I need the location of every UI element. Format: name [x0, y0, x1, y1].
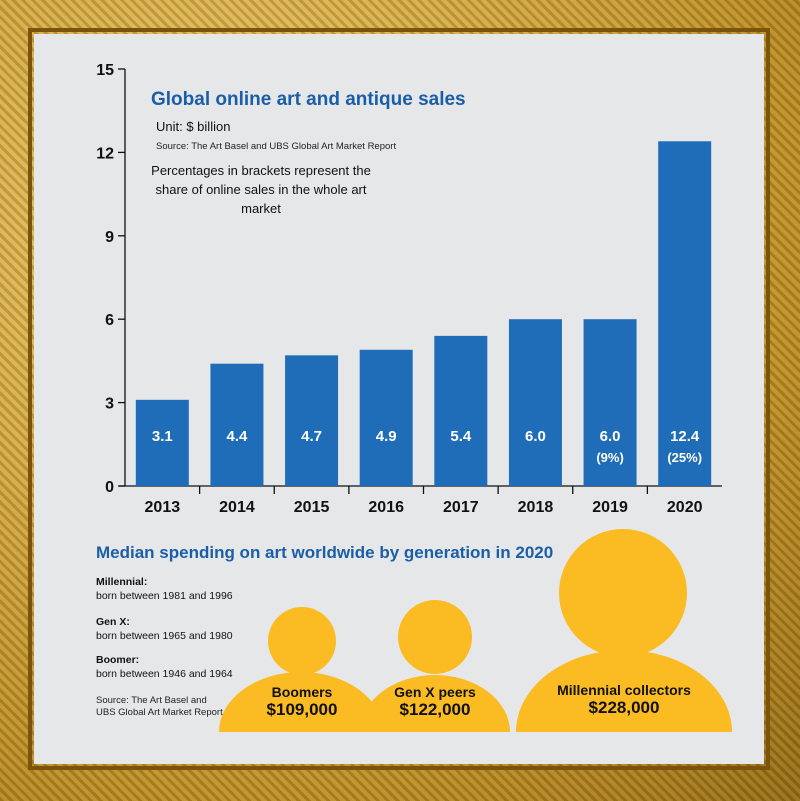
group-amount: $228,000	[588, 698, 660, 717]
bar-value-label: 6.0	[600, 428, 621, 445]
y-tick-label: 6	[105, 312, 114, 329]
x-tick-label: 2018	[518, 499, 554, 516]
x-tick-label: 2016	[368, 499, 404, 516]
bar	[434, 335, 488, 486]
bar-layer: 3.1 4.4 4.7 4.9 5.4 6.0 6.0 (9%) 12.4 (25%)	[135, 141, 712, 486]
definition-text: born between 1946 and 1964	[96, 668, 233, 680]
x-tick-label: 2019	[592, 499, 628, 516]
bar-share-label: (25%)	[667, 450, 702, 465]
chart-note: Percentages in brackets represent the sh…	[151, 163, 371, 216]
group-name: Millennial collectors	[557, 682, 691, 698]
definition-text: born between 1965 and 1980	[96, 630, 233, 642]
bar-value-label: 4.9	[376, 428, 397, 445]
definition-boomer: Boomer: born between 1946 and 1964	[96, 653, 233, 681]
group-amount: $122,000	[399, 700, 471, 719]
x-tick-label: 2013	[145, 499, 181, 516]
bar-value-label: 6.0	[525, 428, 546, 445]
frame-inner-edge	[28, 28, 770, 770]
x-tick-label: 2020	[667, 499, 703, 516]
chart-source: Source: The Art Basel and UBS Global Art…	[156, 141, 397, 152]
person-body	[516, 650, 732, 732]
bar	[508, 319, 562, 486]
generation-section-title: Median spending on art worldwide by gene…	[96, 543, 554, 562]
x-tick-label: 2017	[443, 499, 479, 516]
definition-label: Millennial:	[96, 576, 148, 588]
person-figure-layer	[219, 529, 732, 732]
bar-value-label: 12.4	[670, 428, 700, 445]
bar	[658, 141, 712, 486]
person-head	[398, 600, 472, 674]
person-figure-genx	[360, 600, 510, 732]
group-name: Boomers	[271, 684, 333, 700]
bar-value-label: 4.7	[301, 428, 322, 445]
person-label-genx: Gen X peers $122,000	[360, 684, 510, 720]
y-tick-label: 9	[105, 229, 114, 246]
bar-value-label: 4.4	[227, 428, 249, 445]
bar	[210, 363, 264, 486]
person-head	[559, 529, 687, 657]
generation-source: Source: The Art Basel and UBS Global Art…	[96, 695, 223, 718]
bar-share-label: (9%)	[596, 450, 623, 465]
definition-label: Gen X:	[96, 616, 130, 628]
y-tick-label: 0	[105, 479, 114, 496]
person-body	[360, 675, 510, 732]
chart-unit: Unit: $ billion	[156, 119, 231, 134]
group-amount: $109,000	[266, 700, 338, 719]
bar	[583, 319, 637, 486]
person-figure-millennial	[516, 529, 732, 732]
bar	[285, 355, 339, 486]
y-tick-label: 3	[105, 396, 114, 413]
group-name: Gen X peers	[394, 684, 476, 700]
y-tick-label: 12	[96, 145, 114, 162]
x-tick-label: 2015	[294, 499, 330, 516]
x-tick-label: 2014	[219, 499, 255, 516]
definition-genx: Gen X: born between 1965 and 1980	[96, 615, 233, 643]
definition-text: born between 1981 and 1996	[96, 590, 233, 602]
chart-svg: 0 3 6 9 12 15 2013 2014 2015 2016 2017 2018 2019 2020…	[96, 62, 732, 732]
bar-value-label: 3.1	[152, 428, 173, 445]
bar	[135, 399, 189, 486]
y-tick-label: 15	[96, 62, 114, 79]
chart-title: Global online art and antique sales	[151, 89, 466, 110]
definition-millennial: Millennial: born between 1981 and 1996	[96, 575, 233, 603]
bar-value-label: 5.4	[450, 428, 472, 445]
person-head	[268, 607, 336, 675]
person-label-boomers: Boomers $109,000	[234, 684, 370, 720]
bar	[359, 349, 413, 486]
person-label-millennial: Millennial collectors $228,000	[524, 682, 724, 718]
infographic-canvas: 0 3 6 9 12 15 2013 2014 2015 2016 2017 2018 2019 2020…	[34, 34, 764, 764]
person-figure-boomers	[219, 607, 383, 732]
definition-label: Boomer:	[96, 654, 140, 666]
person-body	[219, 672, 383, 732]
